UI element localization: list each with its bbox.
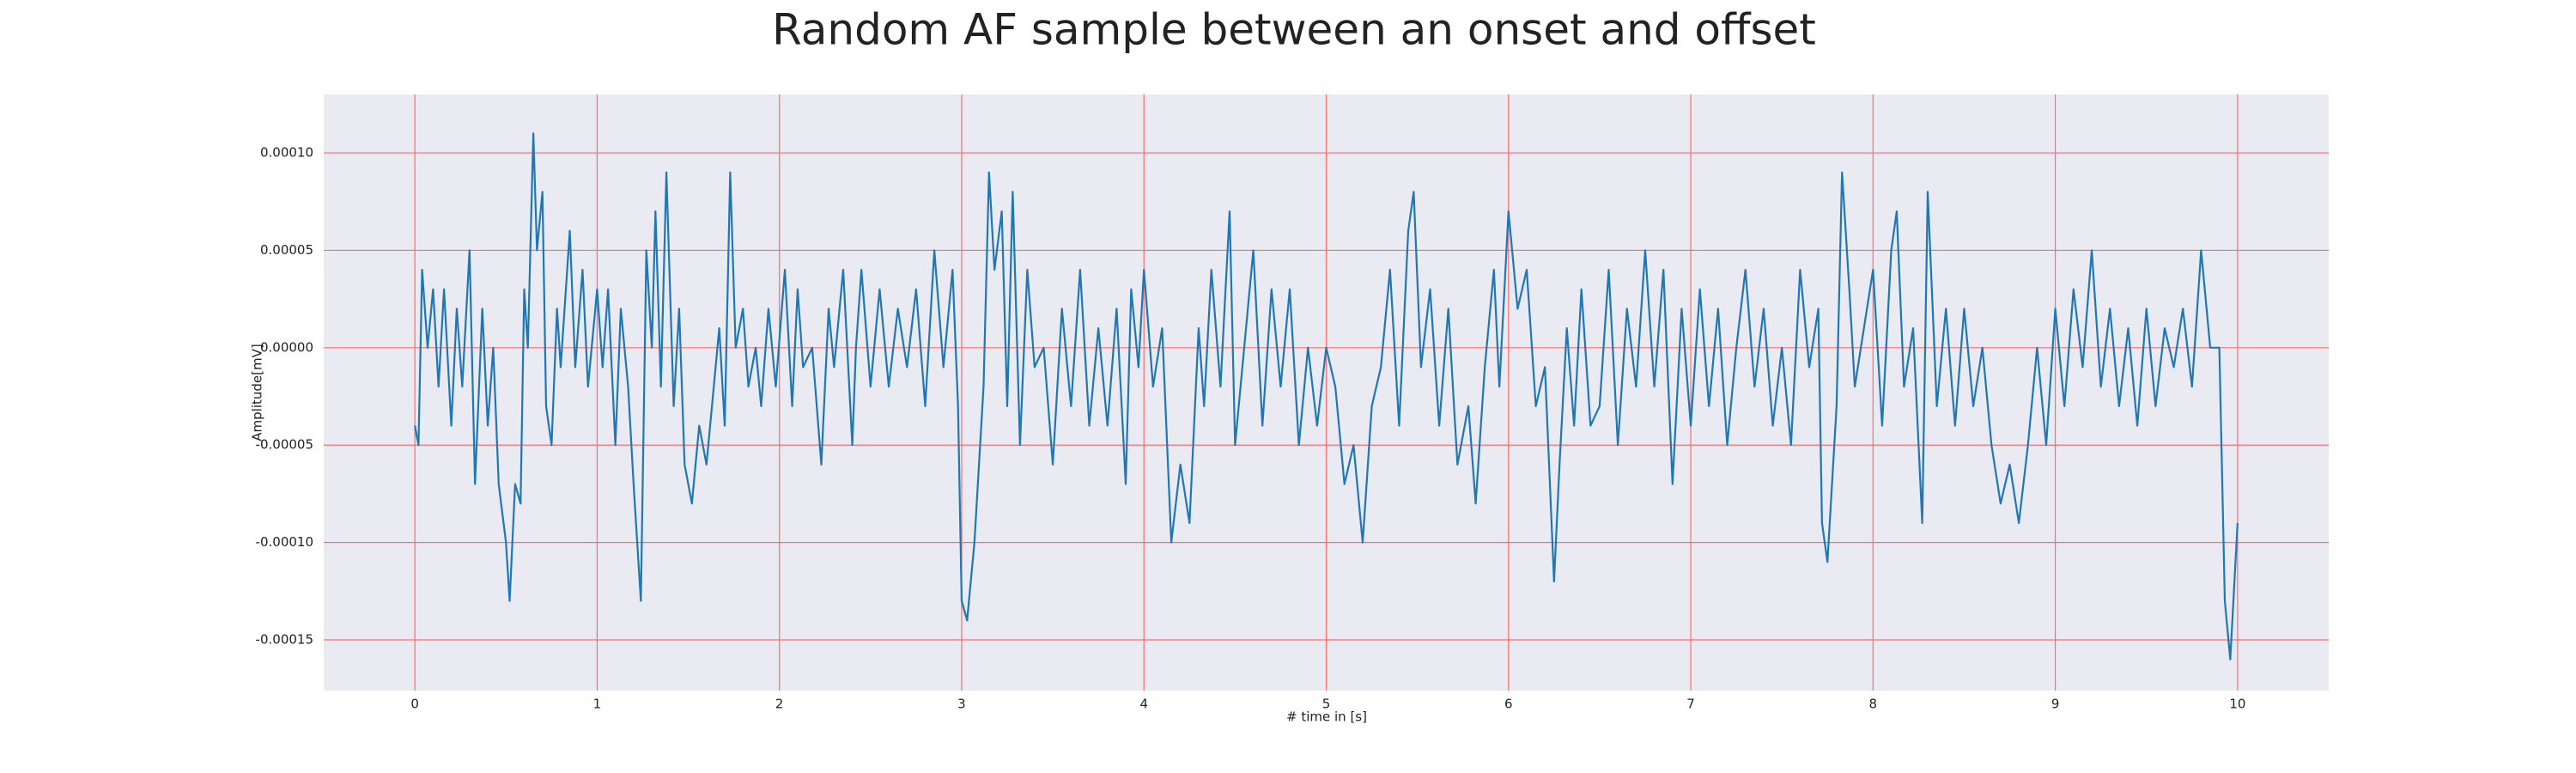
signal-line <box>414 132 2239 660</box>
x-tick-label: 9 <box>2051 697 2060 712</box>
x-axis-label: # time in [s] <box>1286 709 1367 725</box>
x-tick-label: 8 <box>1869 697 1878 712</box>
x-tick-label: 2 <box>775 697 784 712</box>
x-tick-label: 6 <box>1504 697 1513 712</box>
chart-title: Random AF sample between an onset and of… <box>772 5 1816 55</box>
x-tick-label: 10 <box>2229 697 2245 712</box>
x-tick-label: 4 <box>1139 697 1148 712</box>
x-tick-label: 5 <box>1322 697 1331 712</box>
x-tick-label: 1 <box>593 697 602 712</box>
x-tick-label: 3 <box>957 697 966 712</box>
y-tick-label: -0.00010 <box>256 534 313 550</box>
y-tick-label: -0.00015 <box>256 632 313 648</box>
y-tick-label: 0.00000 <box>260 339 313 355</box>
x-tick-label: 0 <box>410 697 419 712</box>
y-tick-label: 0.00005 <box>260 242 313 258</box>
y-tick-label: -0.00005 <box>256 437 313 453</box>
x-tick-label: 7 <box>1686 697 1695 712</box>
y-tick-label: 0.00010 <box>260 145 313 161</box>
y-axis-label: Amplitude[mV] <box>250 344 265 441</box>
